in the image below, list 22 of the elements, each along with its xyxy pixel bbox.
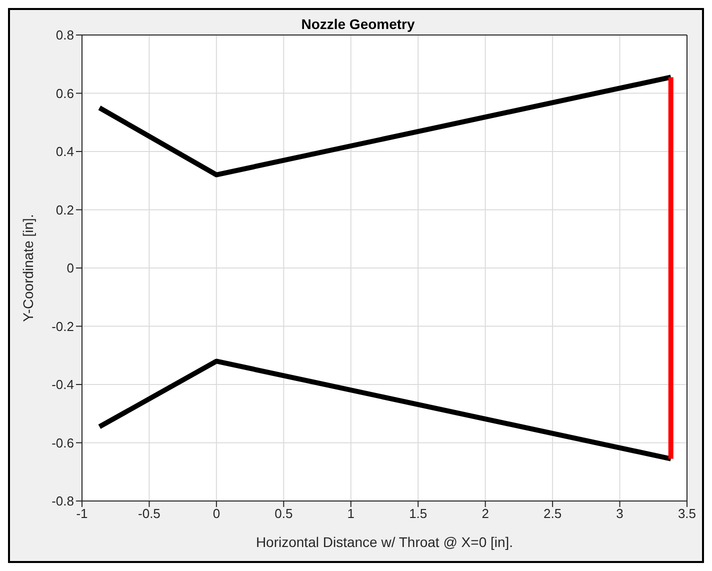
x-tick-label: -0.5: [138, 506, 160, 522]
y-tick-label: -0.6: [52, 435, 74, 450]
y-tick-label: 0.2: [56, 202, 74, 218]
y-tick-label: 0.4: [56, 144, 74, 160]
chart-title: Nozzle Geometry: [301, 16, 415, 32]
x-tick-label: 3.5: [678, 506, 696, 522]
y-tick-label: -0.4: [52, 377, 74, 392]
x-tick-label: 0.5: [274, 506, 293, 522]
x-tick-label: 1: [347, 506, 355, 522]
y-tick-label: -0.8: [52, 494, 74, 509]
x-tick-label: 2.5: [544, 506, 562, 522]
x-tick-label: 1.5: [409, 506, 428, 522]
y-tick-label: 0: [66, 260, 74, 276]
x-tick-label: 0: [212, 506, 220, 522]
x-tick-label: -1: [76, 506, 88, 522]
x-tick-label: 3: [616, 506, 624, 522]
y-tick-label: -0.2: [52, 318, 74, 334]
y-tick-label: 0.8: [56, 28, 74, 43]
y-axis-title: Y-Coordinate [in].: [20, 214, 36, 322]
x-axis-title: Horizontal Distance w/ Throat @ X=0 [in].: [256, 534, 514, 550]
y-tick-label: 0.6: [56, 86, 74, 101]
x-tick-label: 2: [482, 506, 489, 522]
